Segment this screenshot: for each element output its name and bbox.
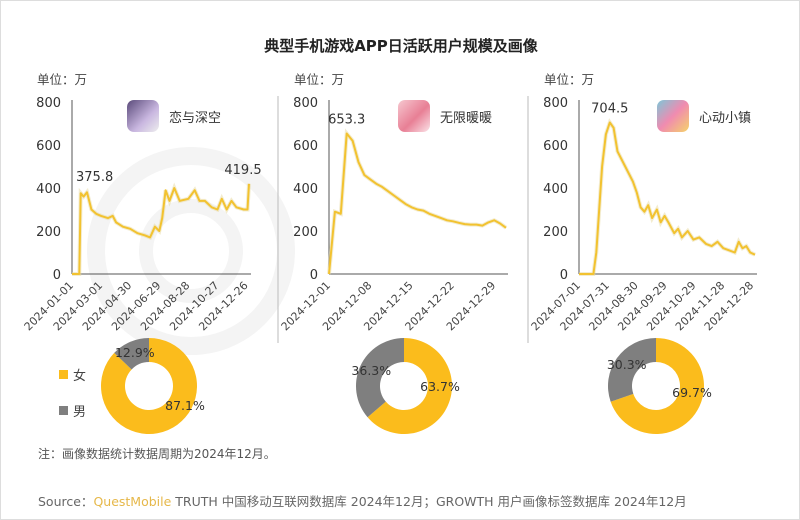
source-text: TRUTH 中国移动互联网数据库 2024年12月；GROWTH 用户画像标签数… [171, 494, 687, 509]
donut-slice-male [114, 338, 149, 370]
app-badge-3: 心动小镇 [657, 100, 751, 132]
app-name: 无限暖暖 [440, 110, 493, 126]
y-tick-label: 200 [543, 225, 568, 240]
y-tick-label: 200 [293, 225, 318, 240]
y-tick-label: 800 [36, 96, 61, 111]
app-name: 恋与深空 [169, 110, 222, 126]
y-tick-label: 600 [293, 139, 318, 154]
female-share-label: 63.7% [420, 379, 460, 394]
data-label: 704.5 [591, 102, 628, 117]
y-tick-label: 600 [543, 139, 568, 154]
legend-female: 女 [59, 365, 86, 384]
watermark-logo [87, 147, 295, 355]
source-brand: QuestMobile [93, 494, 172, 509]
donut-slice-female [367, 338, 453, 434]
male-share-label: 36.3% [351, 363, 391, 378]
data-label: 375.8 [76, 170, 113, 185]
female-share-label: 87.1% [165, 398, 205, 413]
y-tick-label: 400 [543, 182, 568, 197]
y-tick-label: 600 [36, 139, 61, 154]
app-badge-1: 恋与深空 [127, 100, 221, 132]
watermark-logo [139, 199, 243, 303]
y-tick-label: 400 [293, 182, 318, 197]
y-tick-label: 200 [36, 225, 61, 240]
footnote: 注：画像数据统计数据周期为2024年12月。 [38, 447, 276, 461]
source-line: Source：QuestMobile TRUTH 中国移动互联网数据库 2024… [38, 491, 687, 510]
legend-male: 男 [59, 401, 86, 420]
dau-line [328, 132, 507, 275]
y-tick-label: 400 [36, 182, 61, 197]
data-label: 653.3 [328, 113, 365, 128]
y-tick-label: 0 [560, 268, 568, 283]
donut-slice-male [608, 338, 656, 402]
donut-slice-female [101, 338, 197, 435]
legend-label: 女 [73, 369, 87, 384]
xindongxiaozhen-app-icon [657, 100, 689, 132]
female-share-label: 69.7% [672, 385, 712, 400]
legend-swatch [59, 406, 68, 415]
y-tick-label: 800 [293, 96, 318, 111]
source-prefix: Source： [38, 494, 94, 509]
male-share-label: 12.9% [115, 345, 155, 360]
donut-slice-male [356, 338, 404, 418]
app-name: 心动小镇 [699, 110, 752, 126]
legend-label: 男 [73, 405, 87, 420]
data-label: 419.5 [224, 163, 261, 178]
dau-line [72, 183, 250, 275]
app-badge-2: 无限暖暖 [398, 100, 492, 132]
unit-label: 单位：万 [37, 72, 87, 87]
page-title: 典型手机游戏APP日活跃用户规模及画像 [264, 37, 538, 55]
y-tick-label: 800 [543, 96, 568, 111]
y-tick-label: 0 [310, 268, 318, 283]
lianyushenkong-app-icon [127, 100, 159, 132]
legend-swatch [59, 370, 68, 379]
y-tick-label: 0 [53, 268, 61, 283]
unit-label: 单位：万 [544, 72, 594, 87]
wuxiannuannuan-app-icon [398, 100, 430, 132]
donut-slice-female [610, 338, 704, 435]
dau-line [579, 121, 756, 275]
male-share-label: 30.3% [607, 357, 647, 372]
unit-label: 单位：万 [294, 72, 344, 87]
